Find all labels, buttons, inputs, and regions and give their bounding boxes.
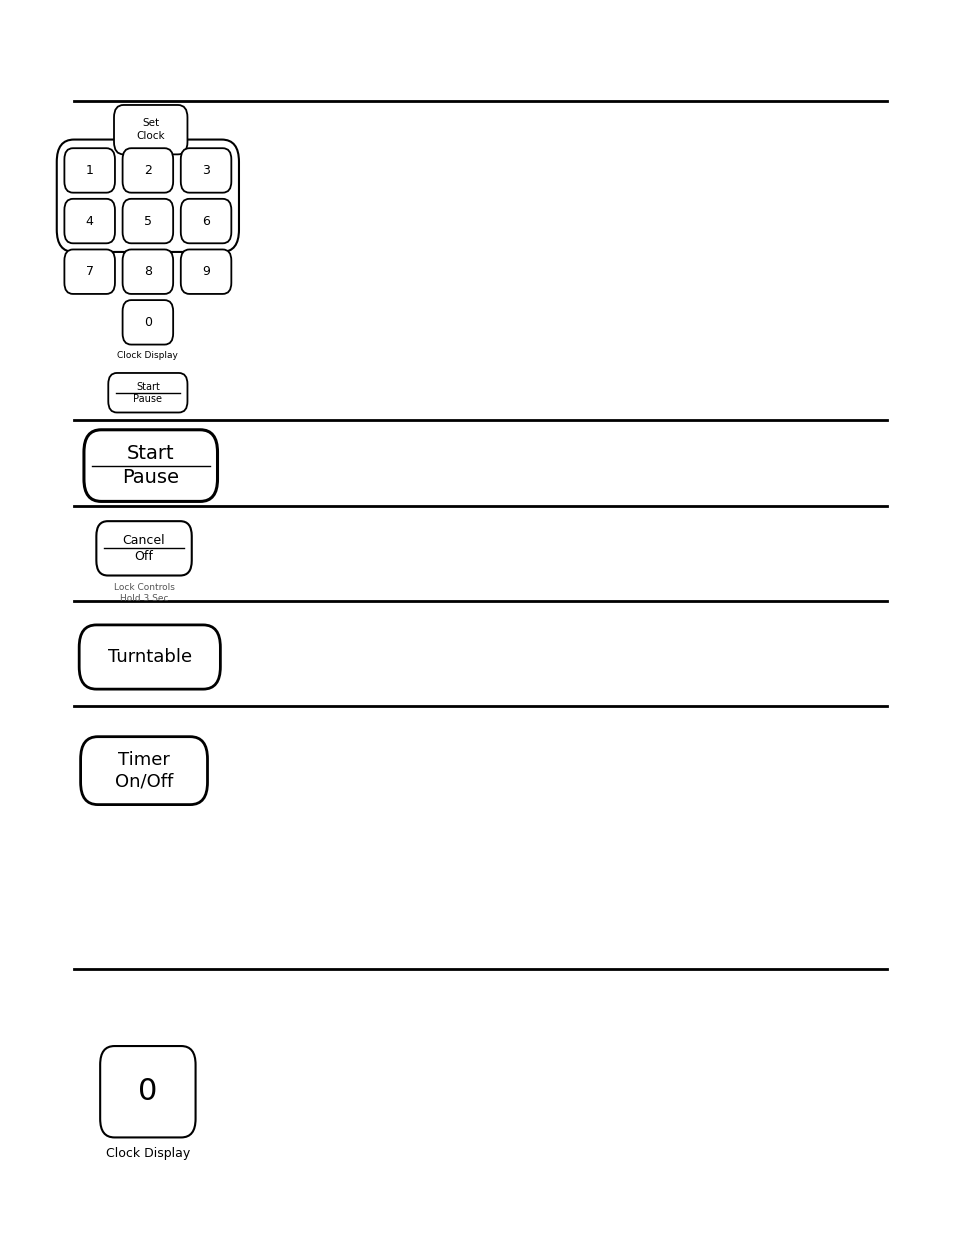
- FancyBboxPatch shape: [122, 300, 173, 345]
- FancyBboxPatch shape: [181, 249, 231, 294]
- Text: Clock Display: Clock Display: [117, 351, 178, 359]
- FancyBboxPatch shape: [96, 521, 192, 576]
- Text: 2: 2: [144, 164, 152, 177]
- Text: 5: 5: [144, 215, 152, 227]
- FancyBboxPatch shape: [114, 105, 187, 154]
- FancyBboxPatch shape: [122, 148, 173, 193]
- Text: Timer
On/Off: Timer On/Off: [114, 751, 173, 790]
- FancyBboxPatch shape: [79, 625, 220, 689]
- FancyBboxPatch shape: [65, 148, 114, 193]
- FancyBboxPatch shape: [80, 736, 208, 805]
- FancyBboxPatch shape: [181, 148, 231, 193]
- FancyBboxPatch shape: [122, 249, 173, 294]
- Text: Cancel
Off: Cancel Off: [123, 534, 165, 563]
- Text: Start
Pause: Start Pause: [122, 445, 179, 487]
- FancyBboxPatch shape: [84, 430, 217, 501]
- FancyBboxPatch shape: [65, 249, 114, 294]
- Text: 4: 4: [86, 215, 93, 227]
- FancyBboxPatch shape: [108, 373, 187, 412]
- Text: Set
Clock: Set Clock: [136, 119, 165, 141]
- FancyBboxPatch shape: [122, 199, 173, 243]
- Text: Lock Controls
Hold 3 Sec: Lock Controls Hold 3 Sec: [113, 583, 174, 603]
- Text: 0: 0: [138, 1077, 157, 1107]
- Text: 0: 0: [144, 316, 152, 329]
- FancyBboxPatch shape: [65, 199, 114, 243]
- FancyBboxPatch shape: [181, 199, 231, 243]
- Text: Clock Display: Clock Display: [106, 1147, 190, 1161]
- Text: 9: 9: [202, 266, 210, 278]
- Text: Turntable: Turntable: [108, 648, 192, 666]
- Text: 3: 3: [202, 164, 210, 177]
- Text: 7: 7: [86, 266, 93, 278]
- Text: 1: 1: [86, 164, 93, 177]
- Text: 6: 6: [202, 215, 210, 227]
- Text: Start
Pause: Start Pause: [133, 382, 162, 404]
- FancyBboxPatch shape: [100, 1046, 195, 1137]
- Text: 8: 8: [144, 266, 152, 278]
